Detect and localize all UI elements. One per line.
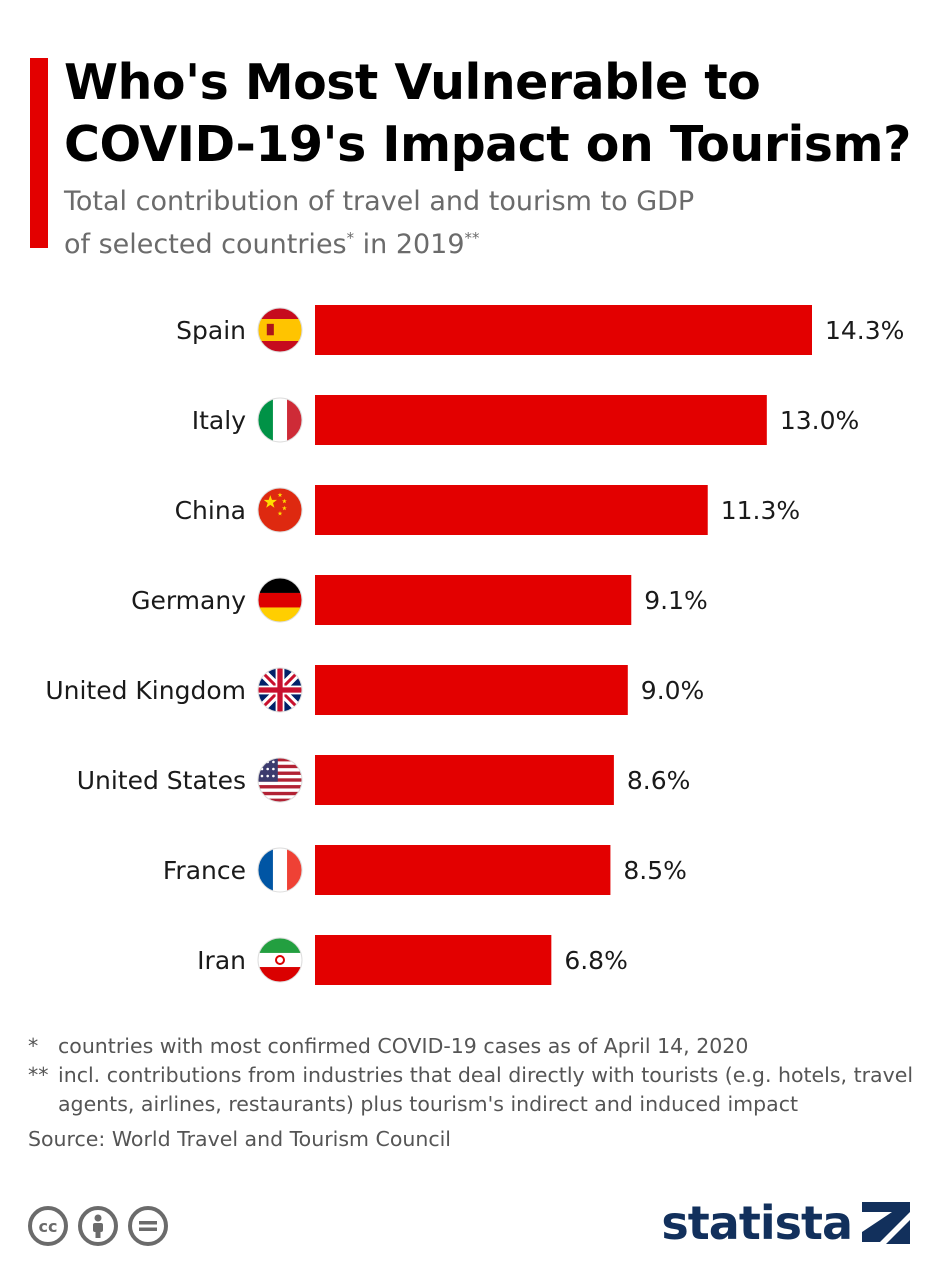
germany-flag-icon — [258, 578, 302, 622]
value-label: 13.0% — [780, 406, 859, 435]
category-label: Italy — [192, 406, 246, 435]
flag-outline — [257, 667, 303, 713]
china-flag-icon — [258, 488, 302, 532]
footnote-2-text: incl. contributions from industries that… — [58, 1063, 914, 1116]
value-label: 9.0% — [641, 676, 705, 705]
value-label: 8.5% — [623, 856, 687, 885]
uk-flag-icon — [258, 668, 302, 712]
iran-flag-icon — [258, 938, 302, 982]
statista-mark-icon — [862, 1202, 910, 1244]
footnote-1-mark: * — [28, 1034, 39, 1058]
footnote-2: ** incl. contributions from industries t… — [28, 1061, 918, 1119]
title-line-1: Who's Most Vulnerable to — [64, 54, 761, 111]
category-label: United States — [77, 766, 246, 795]
footnote-2-mark: ** — [28, 1063, 49, 1087]
bar — [315, 755, 614, 805]
spain-flag-icon — [258, 308, 302, 352]
value-label: 14.3% — [825, 316, 904, 345]
brand-name: statista — [661, 1196, 853, 1250]
value-label: 8.6% — [627, 766, 691, 795]
flag-outline — [257, 937, 303, 983]
category-label: Iran — [197, 946, 246, 975]
value-label: 11.3% — [721, 496, 800, 525]
flag-outline — [257, 577, 303, 623]
flag-outline — [257, 307, 303, 353]
bar — [315, 935, 552, 985]
flag-outline — [257, 847, 303, 893]
category-label: Germany — [131, 586, 246, 615]
source-note: Source: World Travel and Tourism Council — [28, 1127, 452, 1151]
footnote-1-text: countries with most confirmed COVID-19 c… — [58, 1034, 749, 1058]
bar — [315, 485, 708, 535]
category-label: Spain — [176, 316, 246, 345]
bar — [315, 845, 611, 895]
value-label: 9.1% — [644, 586, 708, 615]
us-flag-icon — [258, 758, 302, 802]
subtitle-line-1: Total contribution of travel and tourism… — [64, 186, 695, 217]
footnotes: * countries with most confirmed COVID-19… — [28, 1032, 918, 1154]
bar — [315, 665, 628, 715]
flag-outline — [257, 397, 303, 443]
title-line-2: COVID-19's Impact on Tourism? — [64, 116, 911, 173]
by-icon[interactable] — [78, 1206, 118, 1246]
accent-bar — [30, 58, 48, 248]
bar — [315, 395, 767, 445]
footnote-1: * countries with most confirmed COVID-19… — [28, 1032, 918, 1061]
bar — [315, 575, 632, 625]
category-label: China — [175, 496, 246, 525]
france-flag-icon — [258, 848, 302, 892]
flag-outline — [257, 487, 303, 533]
category-label: France — [163, 856, 246, 885]
flag-outline — [257, 757, 303, 803]
chart-title: Who's Most Vulnerable to COVID-19's Impa… — [64, 52, 924, 176]
nd-icon[interactable] — [128, 1206, 168, 1246]
chart-subtitle: Total contribution of travel and tourism… — [64, 184, 924, 263]
category-label: United Kingdom — [45, 676, 246, 705]
cc-icon[interactable]: cc — [28, 1206, 68, 1246]
bar-chart: Spain 14.3% Italy 13.0% China 11.3% Germany 9.1… — [45, 305, 904, 985]
value-label: 6.8% — [564, 946, 628, 975]
statista-logo[interactable]: statista — [661, 1196, 912, 1250]
subtitle-line-2: of selected countries* in 2019** — [64, 229, 480, 260]
license-icons: cc — [28, 1206, 168, 1246]
bar — [315, 305, 812, 355]
italy-flag-icon — [258, 398, 302, 442]
